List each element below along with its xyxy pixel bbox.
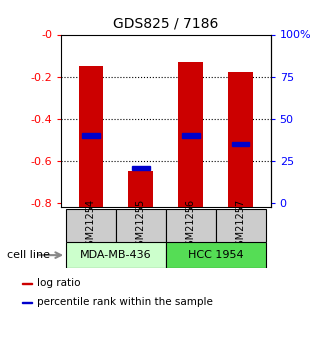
- Bar: [178, 62, 203, 207]
- Bar: [22, 283, 32, 284]
- Text: cell line: cell line: [7, 250, 50, 260]
- Text: percentile rank within the sample: percentile rank within the sample: [37, 297, 213, 307]
- Bar: [228, 72, 253, 207]
- Text: GSM21256: GSM21256: [186, 199, 196, 252]
- Bar: [182, 134, 200, 138]
- Bar: [82, 134, 100, 138]
- Text: GSM21254: GSM21254: [86, 199, 96, 252]
- Bar: [22, 302, 32, 303]
- Bar: [216, 209, 266, 242]
- Bar: [66, 242, 166, 268]
- Bar: [166, 242, 266, 268]
- Text: HCC 1954: HCC 1954: [188, 250, 244, 260]
- Bar: [116, 209, 166, 242]
- Bar: [132, 166, 149, 170]
- Bar: [232, 142, 249, 146]
- Bar: [79, 66, 104, 207]
- Text: GSM21255: GSM21255: [136, 198, 146, 252]
- Title: GDS825 / 7186: GDS825 / 7186: [113, 17, 218, 31]
- Bar: [66, 209, 116, 242]
- Text: log ratio: log ratio: [37, 278, 81, 288]
- Bar: [166, 209, 216, 242]
- Bar: [128, 171, 153, 207]
- Text: GSM21257: GSM21257: [236, 198, 246, 252]
- Text: MDA-MB-436: MDA-MB-436: [80, 250, 152, 260]
